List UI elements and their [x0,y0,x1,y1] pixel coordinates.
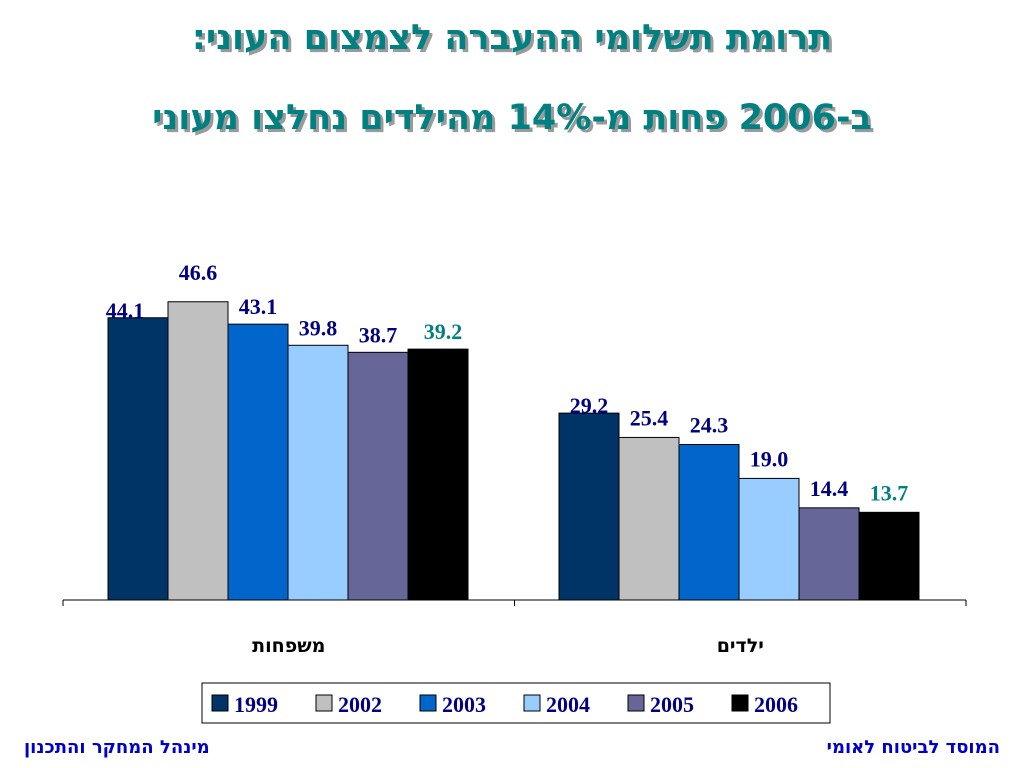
bar-2003-families [227,323,289,601]
data-label-2004-children: 19.0 [750,446,789,471]
legend-label-2002: 2002 [338,692,382,717]
category-label-families: משפחות [252,635,325,657]
legend-label-1999: 1999 [234,692,278,717]
category-label-children: ילדים [717,635,764,657]
footer-institute-name: המוסד לביטוח לאומי [826,737,1000,758]
legend-label-2006: 2006 [754,692,798,717]
bar-2005-children [798,507,860,601]
bar-2004-children [738,477,800,601]
data-label-1999-children: 29.2 [570,393,609,418]
legend-swatch-2005 [627,694,645,712]
legend-swatch-2006 [731,694,749,712]
bar-2004-families [287,344,349,601]
data-label-2005-families: 38.7 [359,322,398,347]
legend-swatch-2002 [315,694,333,712]
data-label-2003-families: 43.1 [239,294,278,319]
slide-title-line2: ב-2006 פחות מ-14% מהילדים נחלצו מעוני [152,98,872,138]
bar-1999-families [107,317,169,601]
bar-2005-families [347,351,409,601]
bar-2002-children [618,436,680,601]
legend-swatch-2003 [419,694,437,712]
bar-2002-families [167,301,229,601]
legend-swatch-2004 [523,694,541,712]
bar-2003-children [678,443,740,601]
legend-box [201,682,831,724]
bar-2006-children [858,511,920,601]
data-label-2002-families: 46.6 [179,260,218,285]
data-label-2005-children: 14.4 [810,476,849,501]
data-label-2006-children: 13.7 [870,480,909,505]
legend-label-2004: 2004 [546,692,590,717]
legend-label-2005: 2005 [650,692,694,717]
slide-title-line1: תרומת תשלומי ההעברה לצמצום העוני: [191,18,833,58]
bar-2006-families [407,348,469,601]
footer-research-dept: מינהל המחקר והתכנון [24,737,210,758]
data-label-2004-families: 39.8 [299,315,338,340]
legend-swatch-1999 [211,694,229,712]
data-label-2003-children: 24.3 [690,412,729,437]
data-label-2002-children: 25.4 [630,405,669,430]
data-label-2006-families: 39.2 [424,319,463,344]
data-label-1999-families: 44.1 [106,298,145,323]
bar-1999-children [558,412,620,601]
legend-label-2003: 2003 [442,692,486,717]
